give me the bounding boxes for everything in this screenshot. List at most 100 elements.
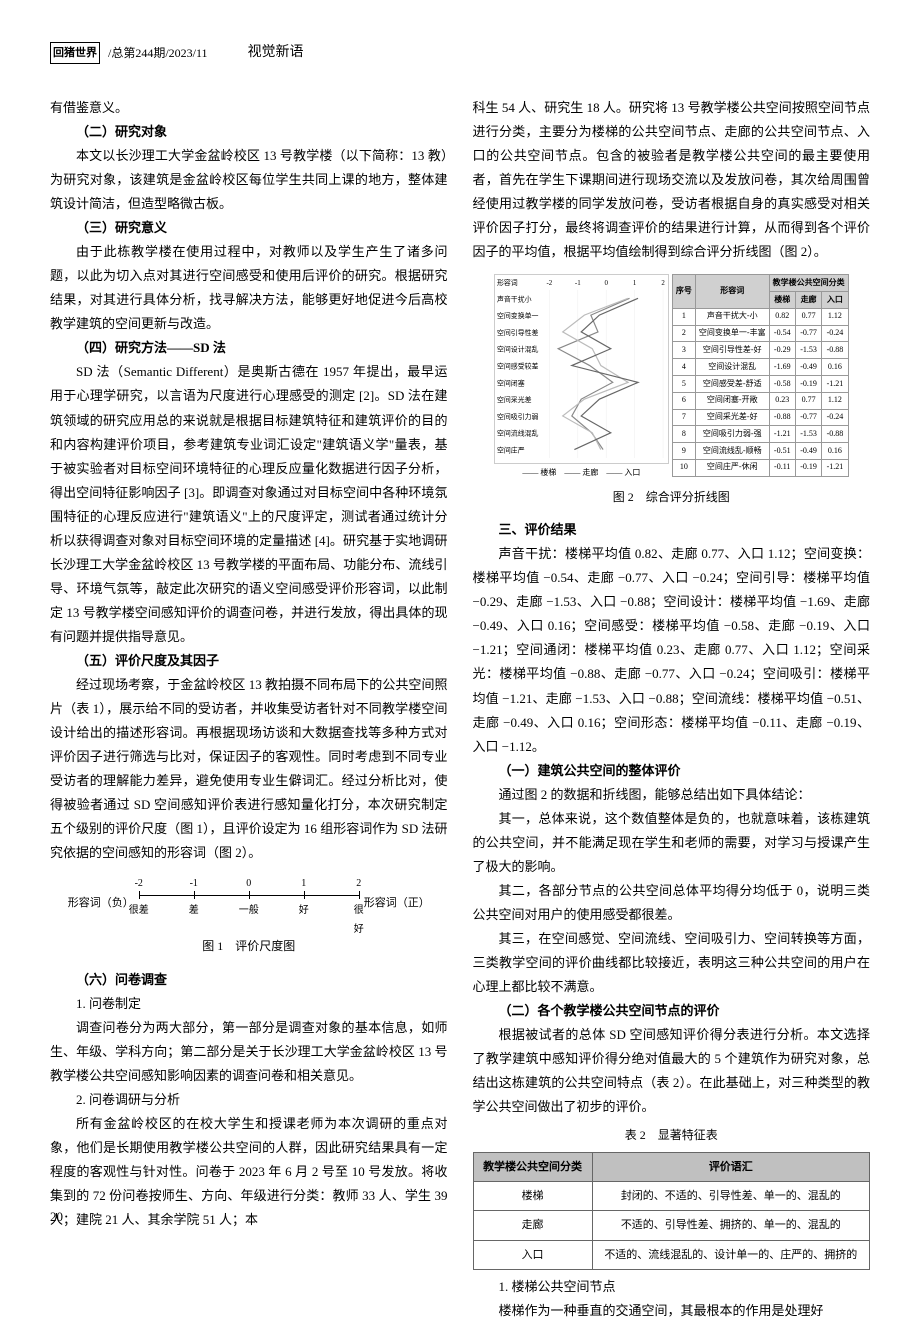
data-cell: -0.88 <box>769 409 795 426</box>
body-text: 声音干扰：楼梯平均值 0.82、走廊 0.77、入口 1.12；空间变换：楼梯平… <box>473 542 871 758</box>
body-text: 楼梯作为一种垂直的交通空间，其最根本的作用是处理好 <box>473 1299 871 1323</box>
body-text: 通过图 2 的数据和折线图，能够总结出如下具体结论： <box>473 783 871 807</box>
header-section: 视觉新语 <box>248 40 304 66</box>
table-cell: 封闭的、不适的、引导性差、单一的、混乱的 <box>592 1181 869 1210</box>
svg-text:声音干扰小: 声音干扰小 <box>497 295 532 304</box>
body-text: 其二，各部分节点的公共空间总体平均得分均低于 0，说明三类公共空间对用户的使用感… <box>473 879 871 927</box>
data-cell: 8 <box>672 426 695 443</box>
scale-tick-label: 好 <box>299 902 309 921</box>
heading-section-3: 三、评价结果 <box>473 518 871 542</box>
svg-text:形容词: 形容词 <box>497 278 518 287</box>
data-cell: 0.16 <box>822 443 848 460</box>
data-cell: 空间流线乱-顺畅 <box>695 443 769 460</box>
data-cell: -0.88 <box>822 342 848 359</box>
svg-text:空间采光差: 空间采光差 <box>497 395 532 404</box>
data-cell: 空间感受差-舒适 <box>695 376 769 393</box>
scale-tick-number: 1 <box>301 875 306 894</box>
heading-3-2-1: 1. 楼梯公共空间节点 <box>473 1275 871 1299</box>
data-cell: -0.88 <box>822 426 848 443</box>
table-cell: 楼梯 <box>473 1181 592 1210</box>
svg-text:-2: -2 <box>546 280 552 287</box>
svg-text:空间庄严: 空间庄严 <box>497 446 525 455</box>
table-header: 教学楼公共空间分类 <box>473 1152 592 1181</box>
data-cell: -0.77 <box>795 325 821 342</box>
data-cell: 空间闭塞-开敞 <box>695 392 769 409</box>
figure-2: 形容词声音干扰小空间变换单一空间引导性差空间设计混乱空间感受较差空间闭塞空间采光… <box>473 274 871 508</box>
data-cell: 空间变换单一-丰富 <box>695 325 769 342</box>
heading-6: （六）问卷调查 <box>50 968 448 992</box>
body-text: 根据被试者的总体 SD 空间感知评价得分表进行分析。本文选择了教学建筑中感知评价… <box>473 1023 871 1119</box>
body-text: SD 法（Semantic Different）是奥斯古德在 1957 年提出，… <box>50 360 448 649</box>
data-cell: 1 <box>672 308 695 325</box>
body-text: 调查问卷分为两大部分，第一部分是调查对象的基本信息，如师生、年级、学科方向；第二… <box>50 1016 448 1088</box>
body-text: 其三，在空间感觉、空间流线、空间吸引力、空间转换等方面，三类教学空间的评价曲线都… <box>473 927 871 999</box>
body-text: 本文以长沙理工大学金盆岭校区 13 号教学楼（以下简称：13 教）为研究对象，该… <box>50 144 448 216</box>
body-text: 经过现场考察，于金盆岭校区 13 教拍摄不同布局下的公共空间照片（表 1），展示… <box>50 673 448 865</box>
scale-tick-number: -1 <box>190 875 198 894</box>
scale-tick-number: -2 <box>135 875 143 894</box>
data-cell: 空间吸引力弱-强 <box>695 426 769 443</box>
data-cell: 9 <box>672 443 695 460</box>
fig2-data-table: 序号形容词教学楼公共空间分类楼梯走廊入口1声音干扰大-小0.820.771.12… <box>672 274 849 477</box>
svg-text:空间设计混乱: 空间设计混乱 <box>497 345 539 354</box>
data-cell: 0.82 <box>769 308 795 325</box>
data-cell: -0.77 <box>795 409 821 426</box>
data-cell: 0.23 <box>769 392 795 409</box>
scale-tick-label: 很好 <box>354 902 364 939</box>
scale-tick-label: 一般 <box>239 902 259 921</box>
data-cell: 5 <box>672 376 695 393</box>
data-cell: -0.11 <box>769 459 795 476</box>
data-cell: 空间庄严-休闲 <box>695 459 769 476</box>
scale-tick-label: 差 <box>189 902 199 921</box>
svg-text:-1: -1 <box>575 280 581 287</box>
svg-text:空间引导性差: 空间引导性差 <box>497 328 539 337</box>
svg-text:0: 0 <box>604 280 608 287</box>
data-cell: 7 <box>672 409 695 426</box>
body-text: 由于此栋教学楼在使用过程中，对教师以及学生产生了诸多问题，以此为切入点对其进行空… <box>50 240 448 336</box>
data-cell: -0.29 <box>769 342 795 359</box>
table-row: 走廊不适的、引导性差、拥挤的、单一的、混乱的 <box>473 1211 870 1240</box>
svg-text:空间闭塞: 空间闭塞 <box>497 379 525 388</box>
table-cell: 入口 <box>473 1240 592 1269</box>
svg-text:空间吸引力弱: 空间吸引力弱 <box>497 412 539 421</box>
data-cell: -0.58 <box>769 376 795 393</box>
svg-text:1: 1 <box>633 280 637 287</box>
left-column: 有借鉴意义。 （二）研究对象 本文以长沙理工大学金盆岭校区 13 号教学楼（以下… <box>50 96 448 1323</box>
header-issue: /总第244期/2023/11 <box>108 42 208 64</box>
page-header: 回猪世界 /总第244期/2023/11 视觉新语 <box>50 40 870 66</box>
data-cell: 空间设计混乱 <box>695 359 769 376</box>
right-column: 科生 54 人、研究生 18 人。研究将 13 号教学楼公共空间按照空间节点进行… <box>473 96 871 1323</box>
content-columns: 有借鉴意义。 （二）研究对象 本文以长沙理工大学金盆岭校区 13 号教学楼（以下… <box>50 96 870 1323</box>
rating-scale: 形容词（负） -2很差-1差0一般1好2很好 形容词（正） <box>50 875 448 930</box>
data-cell: 声音干扰大-小 <box>695 308 769 325</box>
data-cell: 4 <box>672 359 695 376</box>
table-2-caption: 表 2 显著特征表 <box>473 1124 871 1146</box>
fig2-legend: —— 楼梯 —— 走廊 —— 入口 <box>494 466 669 481</box>
data-cell: -0.19 <box>795 376 821 393</box>
data-cell: -1.21 <box>769 426 795 443</box>
page-number: 20 <box>50 1205 63 1229</box>
data-cell: 10 <box>672 459 695 476</box>
data-cell: -0.24 <box>822 325 848 342</box>
figure-2-caption: 图 2 综合评分折线图 <box>473 486 871 508</box>
table-2: 教学楼公共空间分类评价语汇楼梯封闭的、不适的、引导性差、单一的、混乱的走廊不适的… <box>473 1152 871 1270</box>
data-cell: 6 <box>672 392 695 409</box>
scale-axis: -2很差-1差0一般1好2很好 <box>139 880 359 925</box>
data-cell: -1.21 <box>822 376 848 393</box>
body-text: 科生 54 人、研究生 18 人。研究将 13 号教学楼公共空间按照空间节点进行… <box>473 96 871 264</box>
data-cell: 0.16 <box>822 359 848 376</box>
body-text: 有借鉴意义。 <box>50 96 448 120</box>
table-header: 评价语汇 <box>592 1152 869 1181</box>
scale-tick-number: 2 <box>356 875 361 894</box>
scale-label-neg: 形容词（负） <box>68 893 134 913</box>
heading-5: （五）评价尺度及其因子 <box>50 649 448 673</box>
heading-4: （四）研究方法——SD 法 <box>50 336 448 360</box>
body-text: 其一，总体来说，这个数值整体是负的，也就意味着，该栋建筑的公共空间，并不能满足现… <box>473 807 871 879</box>
data-cell: -1.53 <box>795 342 821 359</box>
heading-6-1: 1. 问卷制定 <box>50 992 448 1016</box>
heading-3-1: （一）建筑公共空间的整体评价 <box>473 759 871 783</box>
table-row: 楼梯封闭的、不适的、引导性差、单一的、混乱的 <box>473 1181 870 1210</box>
data-cell: -0.49 <box>795 359 821 376</box>
header-logo: 回猪世界 <box>50 42 100 64</box>
data-cell: 3 <box>672 342 695 359</box>
